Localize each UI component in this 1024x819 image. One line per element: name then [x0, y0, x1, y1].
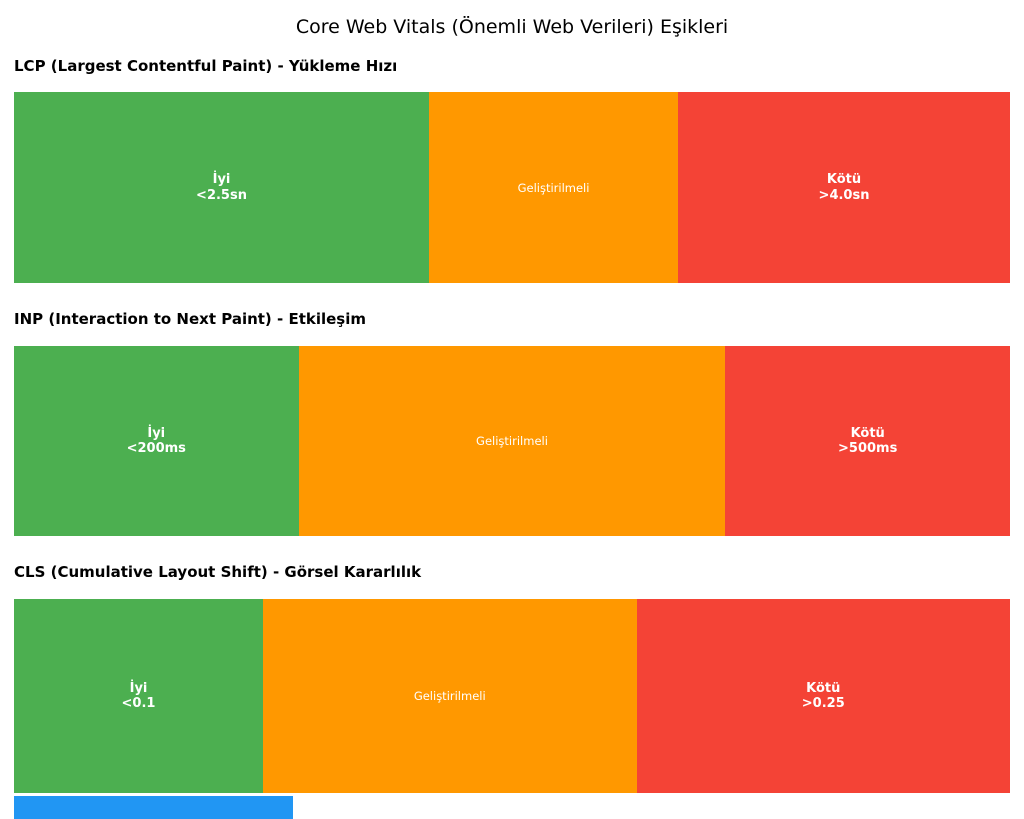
segment-inp-poor: Kötü >500ms — [725, 346, 1010, 536]
segment-label: İyi — [129, 680, 148, 696]
segment-lcp-poor: Kötü >4.0sn — [678, 92, 1010, 283]
bar-inp: İyi <200ms Geliştirilmeli Kötü >500ms — [14, 346, 1010, 536]
segment-label: Geliştirilmeli — [413, 689, 486, 703]
segment-label: İyi — [147, 425, 166, 441]
bar-lcp: İyi <2.5sn Geliştirilmeli Kötü >4.0sn — [14, 92, 1010, 283]
segment-inp-needs-improvement: Geliştirilmeli — [298, 346, 726, 536]
segment-threshold: >500ms — [838, 441, 898, 456]
segment-label: Kötü — [806, 680, 841, 696]
segment-lcp-good: İyi <2.5sn — [14, 92, 430, 283]
segment-label: Geliştirilmeli — [476, 434, 548, 448]
segment-cls-good: İyi <0.1 — [14, 599, 263, 793]
section-heading-inp: INP (Interaction to Next Paint) - Etkile… — [14, 310, 367, 328]
bar-cls: İyi <0.1 Geliştirilmeli Kötü >0.25 — [14, 599, 1010, 793]
partial-fourth-bar — [14, 796, 293, 819]
section-heading-cls: CLS (Cumulative Layout Shift) - Görsel K… — [14, 563, 422, 581]
segment-label: Geliştirilmeli — [517, 180, 590, 195]
segment-threshold: <200ms — [126, 441, 186, 456]
chart-title: Core Web Vitals (Önemli Web Verileri) Eş… — [295, 16, 729, 38]
segment-label: Kötü — [850, 425, 885, 441]
segment-inp-good: İyi <200ms — [14, 346, 299, 536]
segment-threshold: >0.25 — [801, 696, 845, 711]
segment-threshold: >4.0sn — [818, 187, 870, 203]
segment-threshold: <2.5sn — [196, 187, 247, 203]
segment-label: Kötü — [826, 172, 862, 187]
segment-threshold: <0.1 — [121, 696, 156, 711]
segment-lcp-needs-improvement: Geliştirilmeli — [429, 92, 679, 283]
section-heading-lcp: LCP (Largest Contentful Paint) - Yükleme… — [14, 57, 398, 75]
segment-cls-poor: Kötü >0.25 — [636, 599, 1010, 793]
segment-cls-needs-improvement: Geliştirilmeli — [263, 599, 637, 793]
segment-label: İyi — [212, 172, 231, 187]
